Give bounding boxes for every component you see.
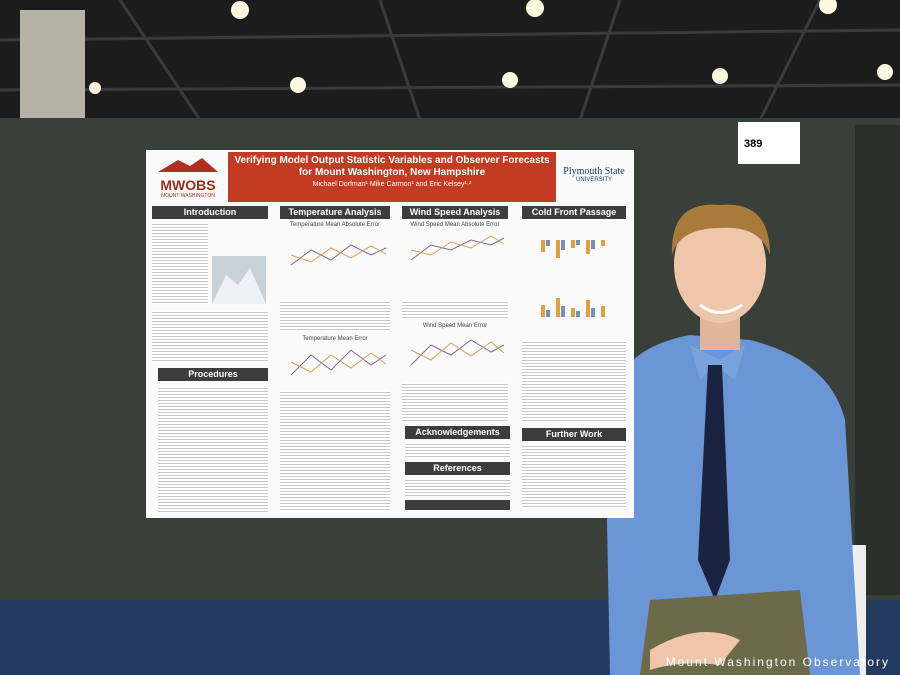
university-logo: Plymouth State UNIVERSITY	[558, 166, 630, 183]
section-heading: References	[405, 462, 510, 475]
section-heading: Introduction	[152, 206, 268, 219]
poster-graphics	[212, 235, 605, 510]
body-text	[522, 340, 626, 422]
logo-name: MWOBS	[160, 177, 216, 193]
title-banner: Verifying Model Output Statistic Variabl…	[228, 152, 556, 202]
body-text	[405, 442, 510, 458]
university-subtitle: UNIVERSITY	[575, 177, 612, 183]
poster-title: Verifying Model Output Statistic Variabl…	[234, 155, 550, 178]
logo-subtitle: MOUNT WASHINGTON	[161, 193, 215, 199]
body-text	[280, 300, 390, 330]
body-text	[405, 478, 510, 496]
logo: MWOBS MOUNT WASHINGTON	[152, 158, 224, 199]
body-text	[402, 300, 508, 318]
section-heading: Procedures	[158, 368, 268, 381]
body-text	[152, 310, 268, 362]
university-name: Plymouth State	[563, 166, 625, 177]
logo-mountain	[158, 158, 218, 172]
poster: MWOBS MOUNT WASHINGTON Verifying Model O…	[146, 150, 634, 518]
figure-title: Temperature Mean Error	[302, 336, 368, 342]
watermark: Mount Washington Observatory	[665, 655, 890, 669]
section-heading: Acknowledgements	[405, 426, 510, 439]
poster-authors: Michael Dorfman¹ Mike Carmon¹ and Eric K…	[312, 181, 472, 188]
body-text	[522, 444, 626, 508]
poster-tag: 389	[738, 122, 800, 164]
body-text	[158, 386, 268, 512]
tag-number: 389	[744, 138, 763, 150]
section-heading: Temperature Analysis	[280, 206, 390, 219]
body-text	[152, 222, 208, 304]
figure-title: Temperature Mean Absolute Error	[289, 222, 381, 228]
body-text	[280, 390, 390, 512]
body-text	[402, 382, 508, 422]
section-heading: Cold Front Passage	[522, 206, 626, 219]
figure-title: Wind Speed Mean Absolute Error	[410, 222, 500, 228]
figure-title: Wind Speed Mean Error	[422, 323, 488, 329]
section-heading: Wind Speed Analysis	[402, 206, 508, 219]
section-heading: Further Work	[522, 428, 626, 441]
